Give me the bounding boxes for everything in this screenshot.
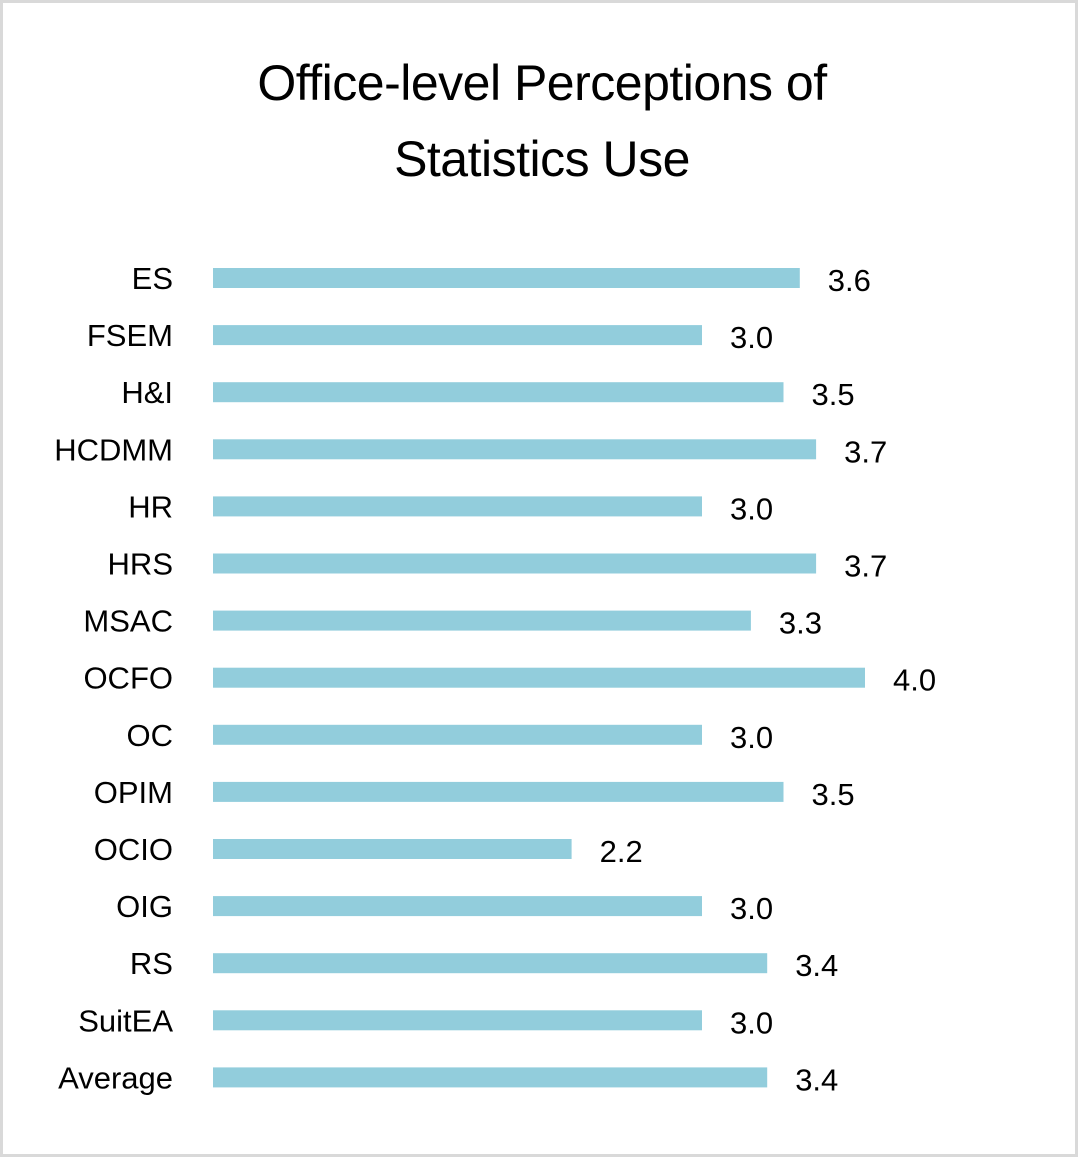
- category-label: MSAC: [83, 604, 173, 639]
- data-label: 2.2: [600, 834, 643, 869]
- bar: [213, 610, 751, 631]
- data-label: 3.5: [812, 777, 855, 812]
- bar: [213, 839, 572, 859]
- data-label: 3.7: [844, 549, 887, 584]
- category-label: FSEM: [87, 318, 173, 353]
- chart-title: Office-level Perceptions of Statistics U…: [3, 45, 1078, 197]
- category-label: H&I: [121, 375, 173, 410]
- bar: [213, 268, 800, 288]
- category-label: HR: [128, 489, 173, 524]
- bar: [213, 896, 702, 917]
- category-label: ES: [132, 261, 173, 296]
- data-label: 3.0: [730, 1005, 773, 1040]
- category-label: OCIO: [94, 832, 173, 867]
- bar: [213, 382, 784, 403]
- bar: [213, 325, 702, 346]
- category-label: OIG: [116, 889, 173, 924]
- bar: [213, 1067, 768, 1088]
- category-label: OPIM: [94, 775, 173, 810]
- data-label: 3.3: [779, 606, 822, 641]
- data-label: 3.0: [730, 891, 773, 926]
- data-label: 3.6: [828, 263, 871, 298]
- bar: [213, 781, 784, 802]
- bar: [213, 439, 817, 460]
- category-label: Average: [58, 1060, 173, 1095]
- bar: [213, 1010, 702, 1031]
- data-label: 3.0: [730, 491, 773, 526]
- bar: [213, 553, 817, 574]
- data-label: 3.0: [730, 720, 773, 755]
- category-label: HRS: [108, 547, 173, 582]
- category-label: OC: [127, 718, 174, 753]
- bar: [213, 496, 702, 517]
- data-label: 3.4: [795, 948, 838, 983]
- category-label: HCDMM: [54, 432, 173, 467]
- chart-title-line-1: Office-level Perceptions of: [257, 55, 827, 111]
- category-label: RS: [130, 946, 173, 981]
- chart-title-line-2: Statistics Use: [394, 131, 690, 187]
- bar: [213, 953, 768, 974]
- data-label: 4.0: [893, 663, 936, 698]
- data-label: 3.7: [844, 434, 887, 469]
- category-label: OCFO: [83, 661, 173, 696]
- data-label: 3.4: [795, 1062, 838, 1097]
- bar: [213, 724, 702, 745]
- data-label: 3.0: [730, 320, 773, 355]
- data-label: 3.5: [812, 377, 855, 412]
- category-label: SuitEA: [78, 1003, 173, 1038]
- bar: [213, 667, 865, 688]
